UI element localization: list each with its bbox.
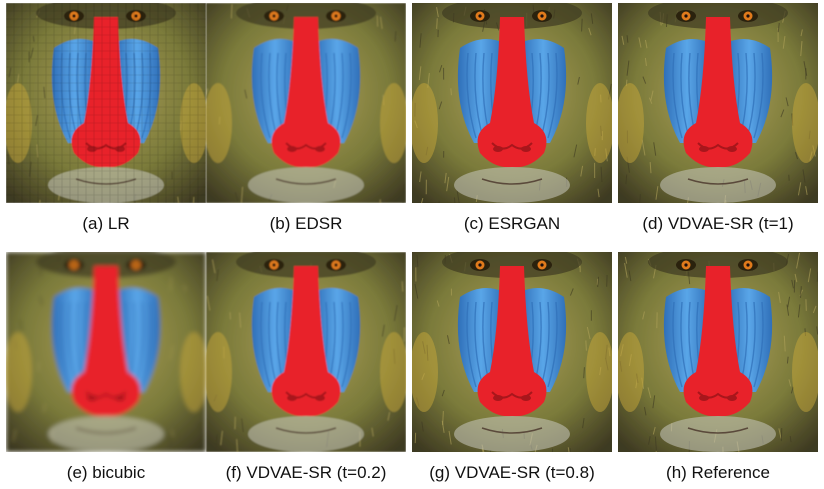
mandrill-face-image (618, 3, 818, 203)
caption-d: (d) VDVAE-SR (t=1) (642, 214, 794, 233)
caption-a: (a) LR (82, 214, 130, 233)
panel-g-image (412, 252, 612, 452)
mandrill-face-image (6, 252, 206, 452)
panel-a-image (6, 3, 206, 203)
mandrill-face-image (206, 252, 406, 452)
panel-c-image (412, 3, 612, 203)
caption-f: (f) VDVAE-SR (t=0.2) (225, 463, 387, 482)
caption-g: (g) VDVAE-SR (t=0.8) (429, 463, 595, 482)
caption-b: (b) EDSR (269, 214, 343, 233)
caption-h: (h) Reference (666, 463, 770, 482)
mandrill-face-image (412, 252, 612, 452)
caption-c: (c) ESRGAN (463, 214, 561, 233)
caption-e: (e) bicubic (66, 463, 146, 482)
panel-d-image (618, 3, 818, 203)
panel-e-image (6, 252, 206, 452)
panel-f-image (206, 252, 406, 452)
mandrill-face-image (6, 3, 206, 203)
mandrill-face-image (618, 252, 818, 452)
mandrill-face-image (412, 3, 612, 203)
mandrill-face-image (206, 3, 406, 203)
panel-h-image (618, 252, 818, 452)
panel-b-image (206, 3, 406, 203)
